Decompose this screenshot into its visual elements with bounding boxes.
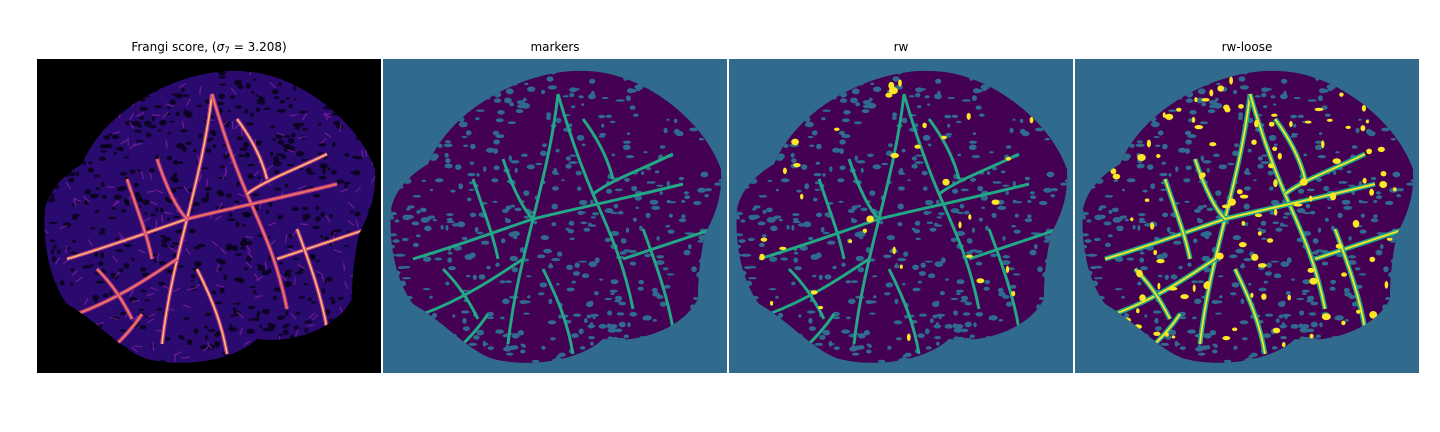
panel-title-frangi: Frangi score, (σ7 = 3.208) [131, 40, 287, 56]
markers-image-canvas [383, 59, 727, 373]
rw-loose-image-canvas [1075, 59, 1419, 373]
frangi-image [37, 59, 381, 373]
frangi-image-canvas [37, 59, 381, 373]
rw-image-canvas [729, 59, 1073, 373]
markers-image [383, 59, 727, 373]
panel-title-rw-loose: rw-loose [1221, 40, 1273, 54]
panel-title-rw: rw [893, 40, 909, 54]
rw-image [729, 59, 1073, 373]
rw-loose-image [1075, 59, 1419, 373]
panel-title-markers: markers [530, 40, 580, 54]
